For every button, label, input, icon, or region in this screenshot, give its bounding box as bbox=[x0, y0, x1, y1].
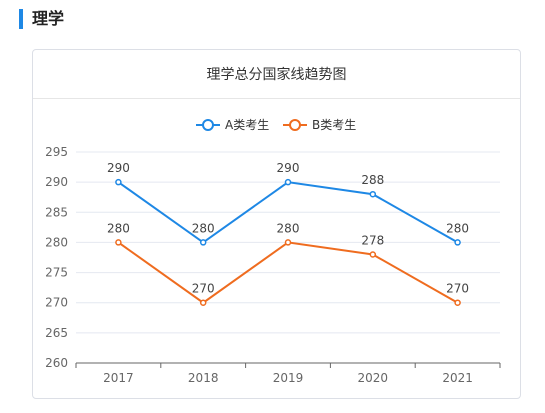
legend-label: A类考生 bbox=[225, 118, 269, 132]
data-point bbox=[369, 251, 377, 258]
y-tick-label: 270 bbox=[45, 296, 68, 310]
data-point bbox=[454, 299, 461, 306]
y-tick-label: 275 bbox=[45, 266, 68, 280]
legend-marker bbox=[202, 119, 214, 131]
legend-label: B类考生 bbox=[312, 118, 356, 132]
x-tick-label: 2017 bbox=[103, 371, 134, 385]
chart-card: 理学总分国家线趋势图 260 265 270 275 280 285 290 295 2017 2… bbox=[32, 49, 521, 399]
chart-title: 理学总分国家线趋势图 bbox=[33, 50, 520, 99]
y-tick-label: 295 bbox=[45, 145, 68, 159]
data-label: 280 bbox=[192, 221, 215, 235]
data-label: 288 bbox=[361, 173, 384, 187]
legend-marker bbox=[289, 119, 301, 131]
data-point bbox=[199, 239, 207, 246]
data-point bbox=[284, 239, 292, 246]
y-tick-label: 265 bbox=[45, 326, 68, 340]
data-label: 280 bbox=[107, 221, 130, 235]
line-chart: 260 265 270 275 280 285 290 295 2017 2018 2019 2020… bbox=[45, 118, 501, 385]
data-label: 270 bbox=[192, 282, 215, 296]
data-label: 278 bbox=[361, 233, 384, 247]
data-point bbox=[284, 178, 292, 186]
data-label: 290 bbox=[277, 161, 300, 175]
data-point bbox=[115, 239, 122, 246]
data-point bbox=[454, 239, 461, 246]
x-tick-label: 2019 bbox=[273, 371, 304, 385]
section-title: 理学 bbox=[32, 9, 65, 28]
data-point bbox=[199, 299, 207, 306]
data-label: 280 bbox=[277, 221, 300, 235]
x-tick-label: 2021 bbox=[442, 371, 473, 385]
x-tick-label: 2020 bbox=[358, 371, 389, 385]
x-tick-label: 2018 bbox=[188, 371, 219, 385]
data-label: 280 bbox=[446, 221, 469, 235]
data-label: 290 bbox=[107, 161, 130, 175]
data-label: 270 bbox=[446, 282, 469, 296]
y-tick-label: 290 bbox=[45, 175, 68, 189]
y-tick-label: 280 bbox=[45, 235, 68, 249]
data-point bbox=[115, 178, 122, 186]
data-point bbox=[369, 190, 377, 198]
y-tick-label: 260 bbox=[45, 356, 68, 370]
y-tick-label: 285 bbox=[45, 205, 68, 219]
section-accent-bar bbox=[19, 9, 23, 29]
